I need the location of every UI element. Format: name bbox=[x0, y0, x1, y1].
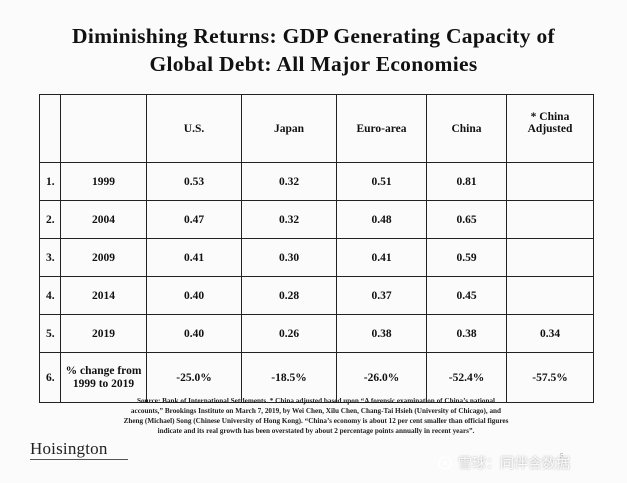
cell-japan: 0.28 bbox=[241, 276, 337, 315]
cell-china-adjusted bbox=[506, 200, 594, 239]
table-row-percent-change: 6. % change from 1999 to 2019 -25.0% -18… bbox=[39, 352, 594, 403]
row-number: 1. bbox=[39, 162, 61, 201]
cell-us: -25.0% bbox=[146, 352, 242, 403]
column-header-us: U.S. bbox=[146, 94, 242, 163]
cell-euro-area: -26.0% bbox=[336, 352, 427, 403]
cell-us: 0.40 bbox=[146, 276, 242, 315]
watermark-text: 雪球：同伴含数据 bbox=[458, 456, 570, 472]
column-header bbox=[60, 94, 147, 163]
page-title: Diminishing Returns: GDP Generating Capa… bbox=[0, 22, 627, 78]
cell-china: 0.59 bbox=[426, 238, 507, 277]
source-footnote: Source: Bank of International Settlement… bbox=[66, 396, 566, 436]
column-header-china-adjusted-label: * China Adjusted bbox=[527, 111, 573, 135]
cell-euro-area: 0.48 bbox=[336, 200, 427, 239]
cell-japan: 0.30 bbox=[241, 238, 337, 277]
row-label: % change from 1999 to 2019 bbox=[60, 352, 147, 403]
cell-china: 0.38 bbox=[426, 314, 507, 353]
cell-china-adjusted bbox=[506, 238, 594, 277]
cell-euro-area: 0.41 bbox=[336, 238, 427, 277]
footnote-line: accounts,” Brookings Institute on March … bbox=[130, 407, 502, 415]
watermark: 雪球：同伴含数据 bbox=[436, 453, 570, 473]
footnote-line: indicate and its real growth has been ov… bbox=[157, 427, 475, 435]
row-number: 4. bbox=[39, 276, 61, 315]
row-number: 3. bbox=[39, 238, 61, 277]
column-header bbox=[39, 94, 61, 163]
cell-china-adjusted bbox=[506, 276, 594, 315]
table-row: 5. 2019 0.40 0.26 0.38 0.38 0.34 bbox=[39, 314, 594, 353]
row-label: 2004 bbox=[60, 200, 147, 239]
row-label: 2009 bbox=[60, 238, 147, 277]
cell-us: 0.40 bbox=[146, 314, 242, 353]
row-label: 2019 bbox=[60, 314, 147, 353]
cell-euro-area: 0.37 bbox=[336, 276, 427, 315]
data-table: U.S. Japan Euro-area China * China Adjus… bbox=[39, 94, 594, 403]
cell-china-adjusted bbox=[506, 162, 594, 201]
table-header-row: U.S. Japan Euro-area China * China Adjus… bbox=[39, 94, 594, 163]
cell-japan: 0.32 bbox=[241, 162, 337, 201]
cell-us: 0.41 bbox=[146, 238, 242, 277]
row-label: 1999 bbox=[60, 162, 147, 201]
page-number: 5 bbox=[560, 452, 564, 460]
table-row: 1. 1999 0.53 0.32 0.51 0.81 bbox=[39, 162, 594, 201]
row-number: 2. bbox=[39, 200, 61, 239]
cell-euro-area: 0.38 bbox=[336, 314, 427, 353]
table-row: 2. 2004 0.47 0.32 0.48 0.65 bbox=[39, 200, 594, 239]
footnote-line: Zheng (Michael) Song (Chinese University… bbox=[123, 417, 509, 425]
cell-us: 0.47 bbox=[146, 200, 242, 239]
cell-japan: 0.32 bbox=[241, 200, 337, 239]
cell-china-adjusted: -57.5% bbox=[506, 352, 594, 403]
column-header-china-adjusted: * China Adjusted bbox=[506, 94, 594, 163]
row-number: 5. bbox=[39, 314, 61, 353]
cell-china: 0.45 bbox=[426, 276, 507, 315]
brand-underline bbox=[30, 459, 128, 460]
column-header-euro-area: Euro-area bbox=[336, 94, 427, 163]
cell-china: -52.4% bbox=[426, 352, 507, 403]
cell-china: 0.65 bbox=[426, 200, 507, 239]
table-row: 4. 2014 0.40 0.28 0.37 0.45 bbox=[39, 276, 594, 315]
title-line-2: Global Debt: All Major Economies bbox=[149, 52, 478, 76]
snowball-icon bbox=[436, 456, 454, 470]
table-row: 3. 2009 0.41 0.30 0.41 0.59 bbox=[39, 238, 594, 277]
brand-logo: Hoisington bbox=[30, 439, 108, 458]
footnote-line: Source: Bank of International Settlement… bbox=[136, 397, 496, 405]
cell-euro-area: 0.51 bbox=[336, 162, 427, 201]
title-line-1: Diminishing Returns: GDP Generating Capa… bbox=[72, 24, 555, 48]
cell-china-adjusted: 0.34 bbox=[506, 314, 594, 353]
cell-us: 0.53 bbox=[146, 162, 242, 201]
column-header-japan: Japan bbox=[241, 94, 337, 163]
cell-japan: 0.26 bbox=[241, 314, 337, 353]
cell-japan: -18.5% bbox=[241, 352, 337, 403]
row-number: 6. bbox=[39, 352, 61, 403]
cell-china: 0.81 bbox=[426, 162, 507, 201]
row-label: 2014 bbox=[60, 276, 147, 315]
column-header-china: China bbox=[426, 94, 507, 163]
